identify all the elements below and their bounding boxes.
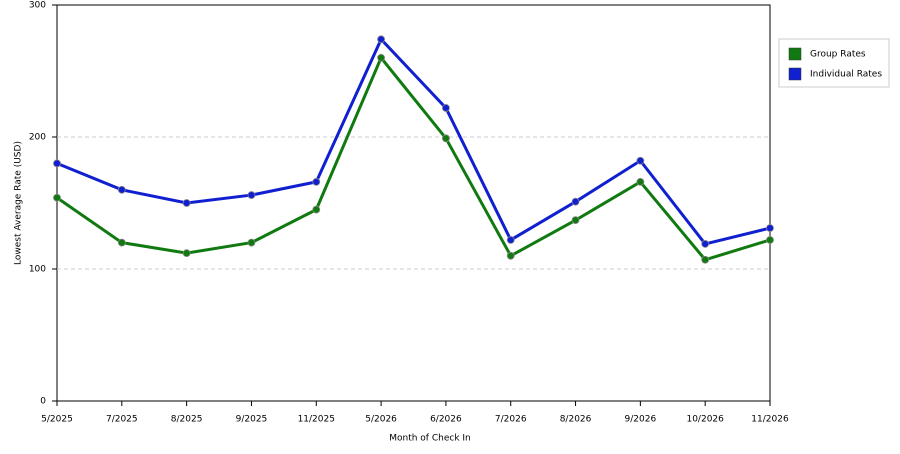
x-tick-label: 8/2025 xyxy=(171,415,203,425)
data-point xyxy=(53,193,61,202)
data-point xyxy=(377,53,385,62)
legend-swatch xyxy=(788,47,802,61)
x-tick-label: 9/2025 xyxy=(236,415,268,425)
legend-label: Individual Rates xyxy=(810,70,882,80)
x-tick-label: 5/2026 xyxy=(365,415,397,425)
data-point xyxy=(117,185,126,194)
legend-swatch xyxy=(788,67,802,81)
x-tick-label: 9/2026 xyxy=(625,415,657,425)
data-point xyxy=(442,134,450,143)
plot-area xyxy=(56,4,771,402)
series-line xyxy=(56,36,771,246)
data-point xyxy=(247,191,256,199)
data-point xyxy=(442,104,450,112)
x-tick-label: 10/2026 xyxy=(686,415,724,425)
data-point xyxy=(117,238,126,247)
data-point xyxy=(506,251,515,260)
x-tick-label: 11/2025 xyxy=(298,415,335,425)
data-point xyxy=(571,216,580,225)
data-point xyxy=(247,238,256,247)
x-tick-label: 5/2025 xyxy=(41,415,73,425)
y-tick-label: 0 xyxy=(40,397,46,407)
data-point xyxy=(766,236,774,244)
data-point xyxy=(53,159,61,168)
data-point xyxy=(506,236,515,244)
legend-label: Group Rates xyxy=(810,50,866,60)
series-line xyxy=(56,54,771,262)
data-point xyxy=(312,177,321,186)
data-point xyxy=(766,224,774,232)
x-tick-label: 7/2026 xyxy=(495,415,527,425)
data-point xyxy=(377,35,385,44)
data-point xyxy=(636,177,645,186)
data-point xyxy=(701,240,710,248)
y-tick-label: 200 xyxy=(29,133,46,143)
x-tick-label: 11/2026 xyxy=(751,415,789,425)
y-tick-label: 300 xyxy=(29,1,46,11)
data-point xyxy=(182,249,191,258)
data-point xyxy=(571,197,580,206)
y-tick-label: 100 xyxy=(29,265,46,275)
data-point xyxy=(312,205,321,214)
x-axis-label: Month of Check In xyxy=(389,434,471,444)
x-tick-label: 8/2026 xyxy=(560,415,592,425)
y-axis-label: Lowest Average Rate (USD) xyxy=(14,141,24,265)
data-point xyxy=(701,255,710,264)
x-tick-label: 6/2026 xyxy=(430,415,462,425)
x-tick-label: 7/2025 xyxy=(106,415,138,425)
data-point xyxy=(636,156,645,165)
data-point xyxy=(182,199,191,207)
